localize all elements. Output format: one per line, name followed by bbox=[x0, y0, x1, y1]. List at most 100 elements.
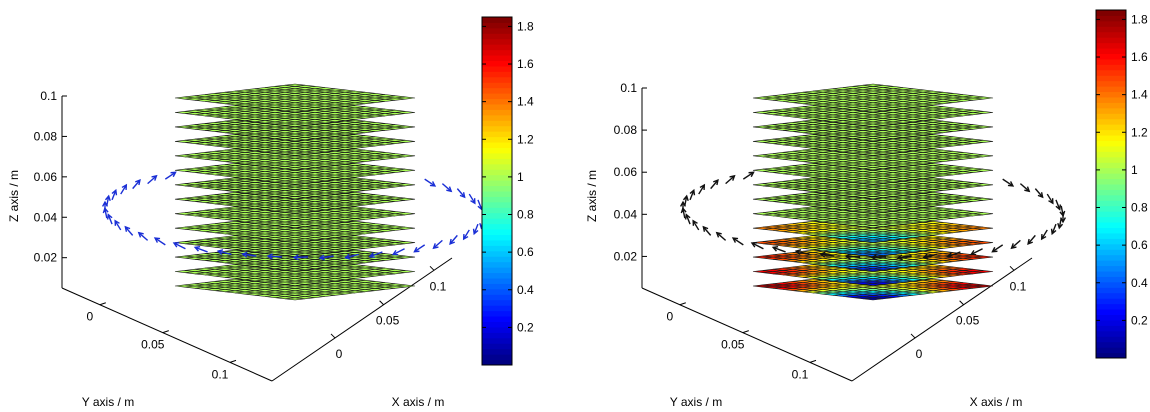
y-tick-label: 0.1 bbox=[792, 367, 809, 381]
colorbar-tick-label: 1.6 bbox=[1131, 50, 1148, 64]
y-axis-label: Y axis / m bbox=[670, 395, 722, 409]
z-tick-label: 0.04 bbox=[614, 207, 638, 221]
colorbar-step bbox=[482, 185, 512, 192]
colorbar-step bbox=[482, 76, 512, 83]
colorbar-step bbox=[482, 245, 512, 252]
colorbar-step bbox=[482, 125, 512, 132]
z-tick-label: 0.02 bbox=[614, 249, 638, 263]
colorbar-tick-label: 0.2 bbox=[517, 320, 534, 334]
colorbar-step bbox=[1096, 151, 1126, 158]
colorbar-step bbox=[1096, 107, 1126, 114]
colorbar-tick-label: 1.8 bbox=[517, 19, 534, 33]
colorbar-step bbox=[482, 332, 512, 339]
colorbar-step bbox=[1096, 20, 1126, 27]
colorbar-step bbox=[482, 163, 512, 170]
colorbar-step bbox=[1096, 26, 1126, 33]
colorbar-step bbox=[1096, 281, 1126, 288]
colorbar-step bbox=[1096, 222, 1126, 228]
colorbar-step bbox=[482, 22, 512, 29]
y-tick bbox=[99, 302, 106, 306]
x-tick bbox=[959, 300, 964, 306]
colorbar-step bbox=[482, 136, 512, 143]
colorbar-step bbox=[482, 65, 512, 72]
colorbar-step bbox=[482, 326, 512, 333]
colorbar-step bbox=[1096, 243, 1126, 250]
colorbar-step bbox=[482, 354, 512, 361]
colorbar-step bbox=[1096, 156, 1126, 163]
colorbar-step bbox=[1096, 276, 1126, 283]
y-tick bbox=[229, 359, 237, 363]
z-tick-label: 0.08 bbox=[614, 123, 638, 137]
x-tick-label: 0 bbox=[336, 347, 343, 361]
x-tick bbox=[379, 300, 384, 306]
colorbar-step bbox=[1096, 145, 1126, 152]
colorbar-step bbox=[482, 212, 512, 219]
colorbar-tick-label: 1 bbox=[517, 170, 524, 184]
colorbar-step bbox=[1096, 319, 1126, 326]
x-tick-label: 0.1 bbox=[430, 279, 447, 293]
colorbar-tick-label: 0.4 bbox=[517, 283, 534, 297]
colorbar-tick-label: 0.2 bbox=[1131, 313, 1148, 327]
y-tick-label: 0 bbox=[666, 310, 673, 324]
colorbar-step bbox=[1096, 69, 1126, 76]
colorbar-step bbox=[1096, 216, 1126, 223]
y-tick bbox=[742, 330, 749, 334]
colorbar-step bbox=[1096, 53, 1126, 60]
colorbar-step bbox=[482, 310, 512, 317]
colorbar-step bbox=[482, 49, 512, 56]
colorbar-step bbox=[1096, 167, 1126, 174]
surface-layer bbox=[174, 112, 416, 142]
surface-layers bbox=[752, 83, 994, 301]
y-tick bbox=[809, 359, 817, 363]
x-tick bbox=[1009, 265, 1015, 271]
z-tick-label: 0.04 bbox=[34, 210, 58, 224]
colorbar-step bbox=[1096, 325, 1126, 332]
x-tick-label: 0.05 bbox=[376, 314, 400, 328]
colorbar-step bbox=[1096, 129, 1126, 136]
colorbar-step bbox=[1096, 314, 1126, 321]
colorbar-step bbox=[482, 201, 512, 208]
colorbar-step bbox=[482, 299, 512, 306]
colorbar-step bbox=[1096, 80, 1126, 87]
surface-layers bbox=[174, 83, 416, 301]
x-tick bbox=[910, 333, 916, 339]
colorbar-step bbox=[482, 229, 512, 235]
colorbar-step bbox=[482, 316, 512, 322]
colorbar-step bbox=[482, 158, 512, 165]
surface-layer bbox=[174, 83, 416, 113]
colorbar-step bbox=[482, 131, 512, 138]
colorbar-tick-label: 0.6 bbox=[1131, 238, 1148, 252]
colorbar-tick-label: 1.2 bbox=[517, 132, 534, 146]
right-panel: 0.02 0.04 0.06 0.08 0.1 0 0.05 0.1 0 0.05 0.1 X axi… bbox=[585, 9, 1148, 409]
colorbar-step bbox=[482, 207, 512, 214]
colorbar-tick-label: 1.2 bbox=[1131, 125, 1148, 139]
axes-box: 0.02 0.04 0.06 0.08 0.1 0 0.05 0.1 0 0.05 0.1 bbox=[34, 89, 453, 382]
z-tick-label: 0.02 bbox=[34, 251, 58, 265]
colorbar-step bbox=[1096, 347, 1126, 354]
colorbar-tick-label: 0.8 bbox=[1131, 201, 1148, 215]
y-axis-label: Y axis / m bbox=[82, 395, 134, 409]
colorbar-step bbox=[482, 55, 512, 61]
colorbar-step bbox=[482, 169, 512, 176]
z-tick-label: 0.1 bbox=[40, 89, 57, 103]
colorbar-step bbox=[1096, 184, 1126, 190]
colorbar-step bbox=[482, 218, 512, 225]
colorbar-step bbox=[482, 44, 512, 51]
colorbar-step bbox=[1096, 97, 1126, 103]
colorbar-step bbox=[482, 109, 512, 116]
z-tick-label: 0.06 bbox=[614, 165, 638, 179]
y-tick bbox=[679, 302, 686, 306]
colorbar-step bbox=[482, 27, 512, 34]
colorbar-step bbox=[482, 234, 512, 241]
colorbar-step bbox=[1096, 42, 1126, 49]
colorbar-step bbox=[482, 142, 512, 148]
colorbar-step bbox=[1096, 260, 1126, 267]
colorbar-step bbox=[1096, 48, 1126, 54]
colorbar-step bbox=[1096, 162, 1126, 169]
colorbar-tick-label: 0.6 bbox=[517, 245, 534, 259]
x-axis-label: X axis / m bbox=[392, 395, 445, 409]
colorbar-step bbox=[482, 223, 512, 230]
colorbar-step bbox=[1096, 292, 1126, 299]
colorbar-tick-label: 0.8 bbox=[517, 208, 534, 222]
